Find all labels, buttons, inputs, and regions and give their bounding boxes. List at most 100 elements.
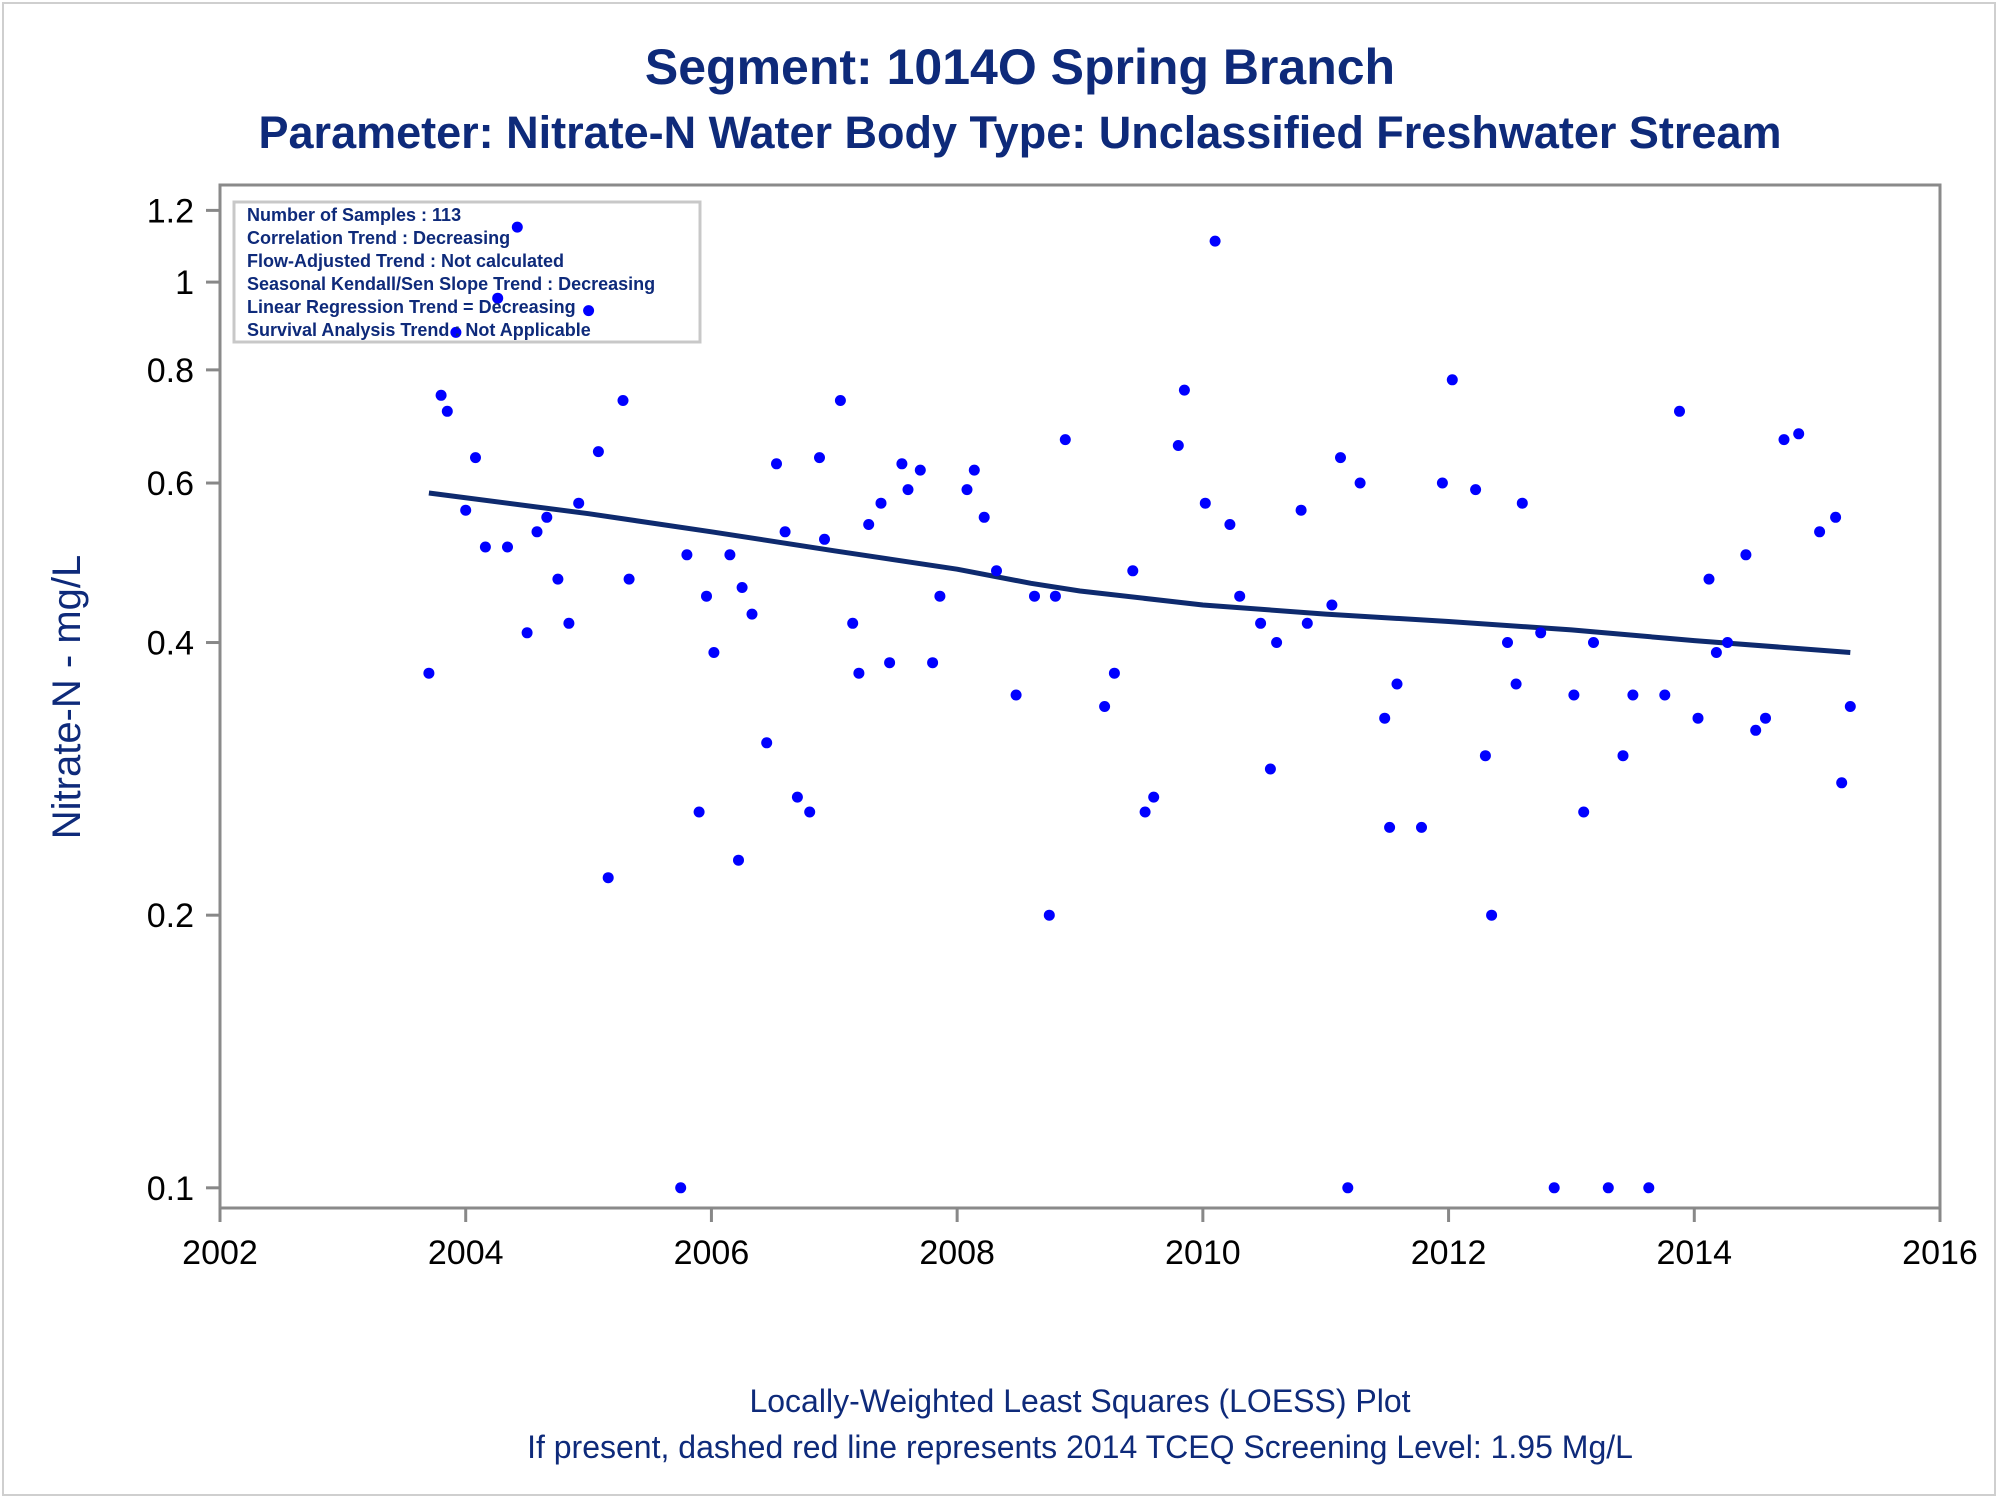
data-point: [1301, 617, 1313, 629]
data-point: [1479, 750, 1491, 762]
y-tick-label: 0.2: [147, 897, 194, 935]
data-point: [1209, 235, 1221, 247]
data-point: [1760, 712, 1771, 724]
data-point: [1643, 1182, 1655, 1194]
data-point: [1578, 806, 1590, 818]
stats-line-correlation: Correlation Trend : Decreasing: [247, 228, 510, 248]
footnote-loess: Locally-Weighted Least Squares (LOESS) P…: [749, 1383, 1410, 1419]
stats-box-border: [232, 200, 702, 344]
x-tick-label: 2004: [428, 1234, 504, 1272]
data-point: [1416, 821, 1427, 833]
data-point: [502, 541, 513, 553]
data-point: [1627, 689, 1639, 701]
data-point: [1674, 405, 1685, 417]
data-point: [521, 627, 533, 639]
data-point: [819, 533, 830, 545]
data-point: [1692, 712, 1704, 724]
data-point: [1264, 763, 1276, 775]
data-point: [863, 519, 875, 530]
data-point: [693, 806, 705, 818]
x-tick-label: 2012: [1411, 1234, 1487, 1272]
data-point: [1502, 637, 1513, 648]
data-point: [511, 221, 523, 233]
data-point: [875, 497, 887, 509]
data-point: [884, 657, 896, 669]
data-point: [1326, 599, 1338, 611]
data-point: [761, 737, 773, 749]
data-point: [1510, 678, 1522, 690]
data-point: [460, 504, 472, 516]
stats-box: Number of Samples : 113 Correlation Tren…: [232, 200, 702, 344]
data-point: [623, 573, 635, 585]
stats-line-seasonal-kendall: Seasonal Kendall/Sen Slope Trend : Decre…: [247, 274, 655, 294]
data-point: [927, 657, 939, 669]
data-point: [1099, 701, 1111, 712]
data-point: [1710, 647, 1722, 658]
data-point: [1148, 791, 1160, 803]
chart-title: Segment: 1014O Spring Branch: [645, 39, 1395, 95]
data-point: [834, 395, 846, 406]
data-point: [541, 511, 553, 523]
stats-line-survival-analysis: Survival Analysis Trend : Not Applicable: [247, 320, 591, 340]
data-point: [1516, 497, 1528, 509]
data-point: [681, 549, 693, 561]
data-point: [552, 573, 564, 585]
data-point: [1750, 724, 1762, 736]
x-tick-label: 2002: [182, 1234, 258, 1272]
data-point: [617, 395, 629, 406]
stats-line-flow-adjusted: Flow-Adjusted Trend : Not calculated: [247, 251, 564, 271]
data-point: [804, 806, 816, 818]
data-point: [701, 590, 712, 602]
data-point: [479, 541, 491, 553]
data-point: [1379, 712, 1391, 724]
y-tick-label: 1: [175, 264, 194, 302]
data-point: [435, 389, 447, 401]
data-point: [1844, 701, 1856, 712]
data-point: [779, 526, 791, 538]
data-point: [1740, 549, 1752, 561]
data-point: [1568, 689, 1580, 701]
data-point: [1010, 689, 1022, 701]
trend-line: [428, 490, 1851, 655]
data-point: [492, 292, 504, 304]
data-point: [1814, 526, 1826, 538]
data-point: [1224, 519, 1236, 530]
data-point: [847, 617, 859, 629]
footnote-screening-level: If present, dashed red line represents 2…: [527, 1429, 1633, 1465]
data-point: [1178, 384, 1190, 396]
y-tick-label: 0.8: [147, 352, 194, 390]
data-point: [746, 608, 758, 620]
x-tick-label: 2008: [919, 1234, 995, 1272]
data-points: [423, 221, 1856, 1194]
data-point: [1535, 627, 1547, 639]
y-tick-label: 1.2: [147, 192, 194, 230]
data-point: [1234, 590, 1246, 602]
data-point: [1029, 590, 1040, 602]
data-point: [968, 464, 980, 476]
data-point: [592, 446, 604, 458]
data-point: [1778, 434, 1790, 446]
x-tick-label: 2016: [1902, 1234, 1978, 1272]
data-point: [724, 549, 736, 561]
data-point: [1108, 667, 1120, 679]
data-point: [771, 458, 782, 470]
data-point: [1384, 821, 1396, 833]
data-point: [814, 452, 825, 464]
data-point: [1793, 428, 1805, 440]
data-point: [1602, 1182, 1614, 1194]
data-point: [853, 667, 865, 679]
chart-subtitle: Parameter: Nitrate-N Water Body Type: Un…: [259, 107, 1782, 158]
data-point: [934, 590, 946, 602]
stats-line-linear-regression: Linear Regression Trend = Decreasing: [247, 297, 576, 317]
x-tick-label: 2006: [674, 1234, 750, 1272]
data-point: [675, 1182, 687, 1194]
data-point: [1548, 1182, 1560, 1194]
data-point: [791, 791, 803, 803]
data-point: [1446, 374, 1458, 386]
data-point: [583, 305, 595, 317]
data-point: [961, 484, 973, 496]
data-point: [573, 497, 585, 509]
data-point: [978, 511, 990, 523]
